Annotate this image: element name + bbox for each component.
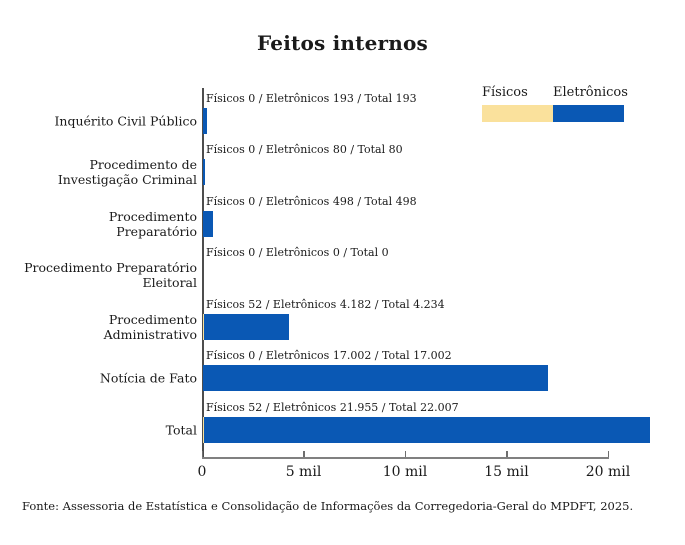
bar-annotation: Físicos 0 / Eletrônicos 193 / Total 193 [206, 91, 417, 105]
legend-swatch-eletronicos [553, 105, 624, 122]
legend: Físicos Eletrônicos [482, 85, 628, 122]
bar-segment-eletronicos [203, 365, 549, 391]
x-tick [404, 451, 406, 457]
bar-segment-eletronicos [203, 107, 207, 134]
bar-segment-eletronicos [203, 210, 214, 237]
bar-annotation: Físicos 0 / Eletrônicos 17.002 / Total 1… [206, 349, 452, 362]
bar [203, 416, 650, 443]
bar-segment-eletronicos [204, 416, 650, 443]
bar-annotation: Físicos 52 / Eletrônicos 21.955 / Total … [206, 400, 459, 414]
x-tick [607, 451, 609, 457]
bar-annotation: Físicos 0 / Eletrônicos 0 / Total 0 [206, 246, 389, 259]
category-label: Inquérito Civil Público [54, 113, 197, 128]
category-label: Procedimento de Investigação Criminal [57, 157, 197, 187]
chart-title: Feitos internos [256, 31, 428, 55]
y-axis-line [202, 88, 204, 458]
x-tick [201, 451, 203, 457]
source-note: Fonte: Assessoria de Estatística e Conso… [22, 499, 634, 513]
x-tick-label: 15 mil [484, 464, 529, 480]
bar-segment-fisicos [203, 416, 205, 443]
bar-annotation: Físicos 0 / Eletrônicos 80 / Total 80 [206, 143, 403, 156]
x-tick-label: 5 mil [285, 464, 322, 480]
x-tick-label: 20 mil [585, 464, 631, 480]
x-tick-label: 0 [197, 464, 207, 480]
bar [203, 365, 549, 391]
legend-swatch-fisicos [482, 105, 553, 122]
x-axis-line [202, 457, 609, 459]
bar [203, 107, 207, 134]
bar [203, 210, 214, 237]
legend-item-eletronicos: Eletrônicos [553, 85, 628, 122]
category-label: Notícia de Fato [99, 370, 197, 386]
legend-label-fisicos: Físicos [482, 85, 528, 100]
bar-annotation: Físicos 0 / Eletrônicos 498 / Total 498 [206, 194, 417, 208]
category-label: Procedimento Preparatório Eleitoral [24, 260, 197, 290]
legend-label-eletronicos: Eletrônicos [553, 85, 628, 100]
legend-item-fisicos: Físicos [482, 85, 553, 122]
category-label: Procedimento Administrativo [103, 311, 197, 342]
bar-segment-fisicos [203, 313, 205, 340]
bar-annotation: Físicos 52 / Eletrônicos 4.182 / Total 4… [206, 297, 445, 311]
bar [203, 159, 205, 185]
x-tick [303, 451, 305, 457]
bar [203, 313, 289, 340]
bar-segment-eletronicos [203, 159, 205, 185]
bar-segment-eletronicos [204, 313, 289, 340]
category-label: Procedimento Preparatório [108, 208, 197, 239]
category-label: Total [165, 422, 197, 437]
x-tick [506, 451, 508, 457]
x-tick-label: 10 mil [382, 464, 428, 480]
